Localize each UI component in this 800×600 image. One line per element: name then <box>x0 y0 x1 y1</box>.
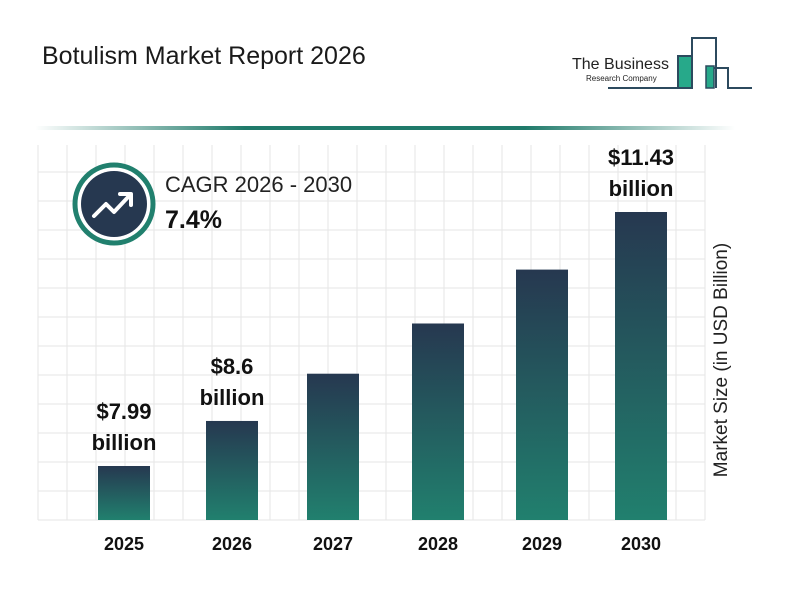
header-divider <box>35 126 735 130</box>
data-label: $8.6 billion <box>199 353 265 410</box>
bar-2030 <box>615 212 667 520</box>
logo-buildings-icon <box>608 37 752 89</box>
x-tick-label: 2027 <box>312 534 354 554</box>
x-tick-label: 2028 <box>417 534 459 554</box>
y-axis-label: Market Size (in USD Billion) <box>711 242 732 478</box>
bar-2027 <box>307 373 359 520</box>
bar-2025 <box>98 466 150 520</box>
data-label: $11.43 billion <box>607 145 675 201</box>
grid-lines <box>37 145 706 521</box>
x-tick-label: 2030 <box>620 534 662 554</box>
company-logo: The Business Research Company <box>568 34 758 94</box>
x-tick-label: 2025 <box>103 534 145 554</box>
bar-2028 <box>412 323 464 520</box>
trending-up-icon <box>72 162 156 246</box>
cagr-value: 7.4% <box>165 206 222 234</box>
x-tick-label: 2029 <box>521 534 563 554</box>
cagr-label: CAGR 2026 - 2030 <box>165 172 353 197</box>
page-title: Botulism Market Report 2026 <box>42 42 366 70</box>
bar-2026 <box>206 420 258 520</box>
data-label: $7.99 billion <box>91 399 157 455</box>
bar-2029 <box>516 269 568 520</box>
x-tick-label: 2026 <box>211 534 253 554</box>
